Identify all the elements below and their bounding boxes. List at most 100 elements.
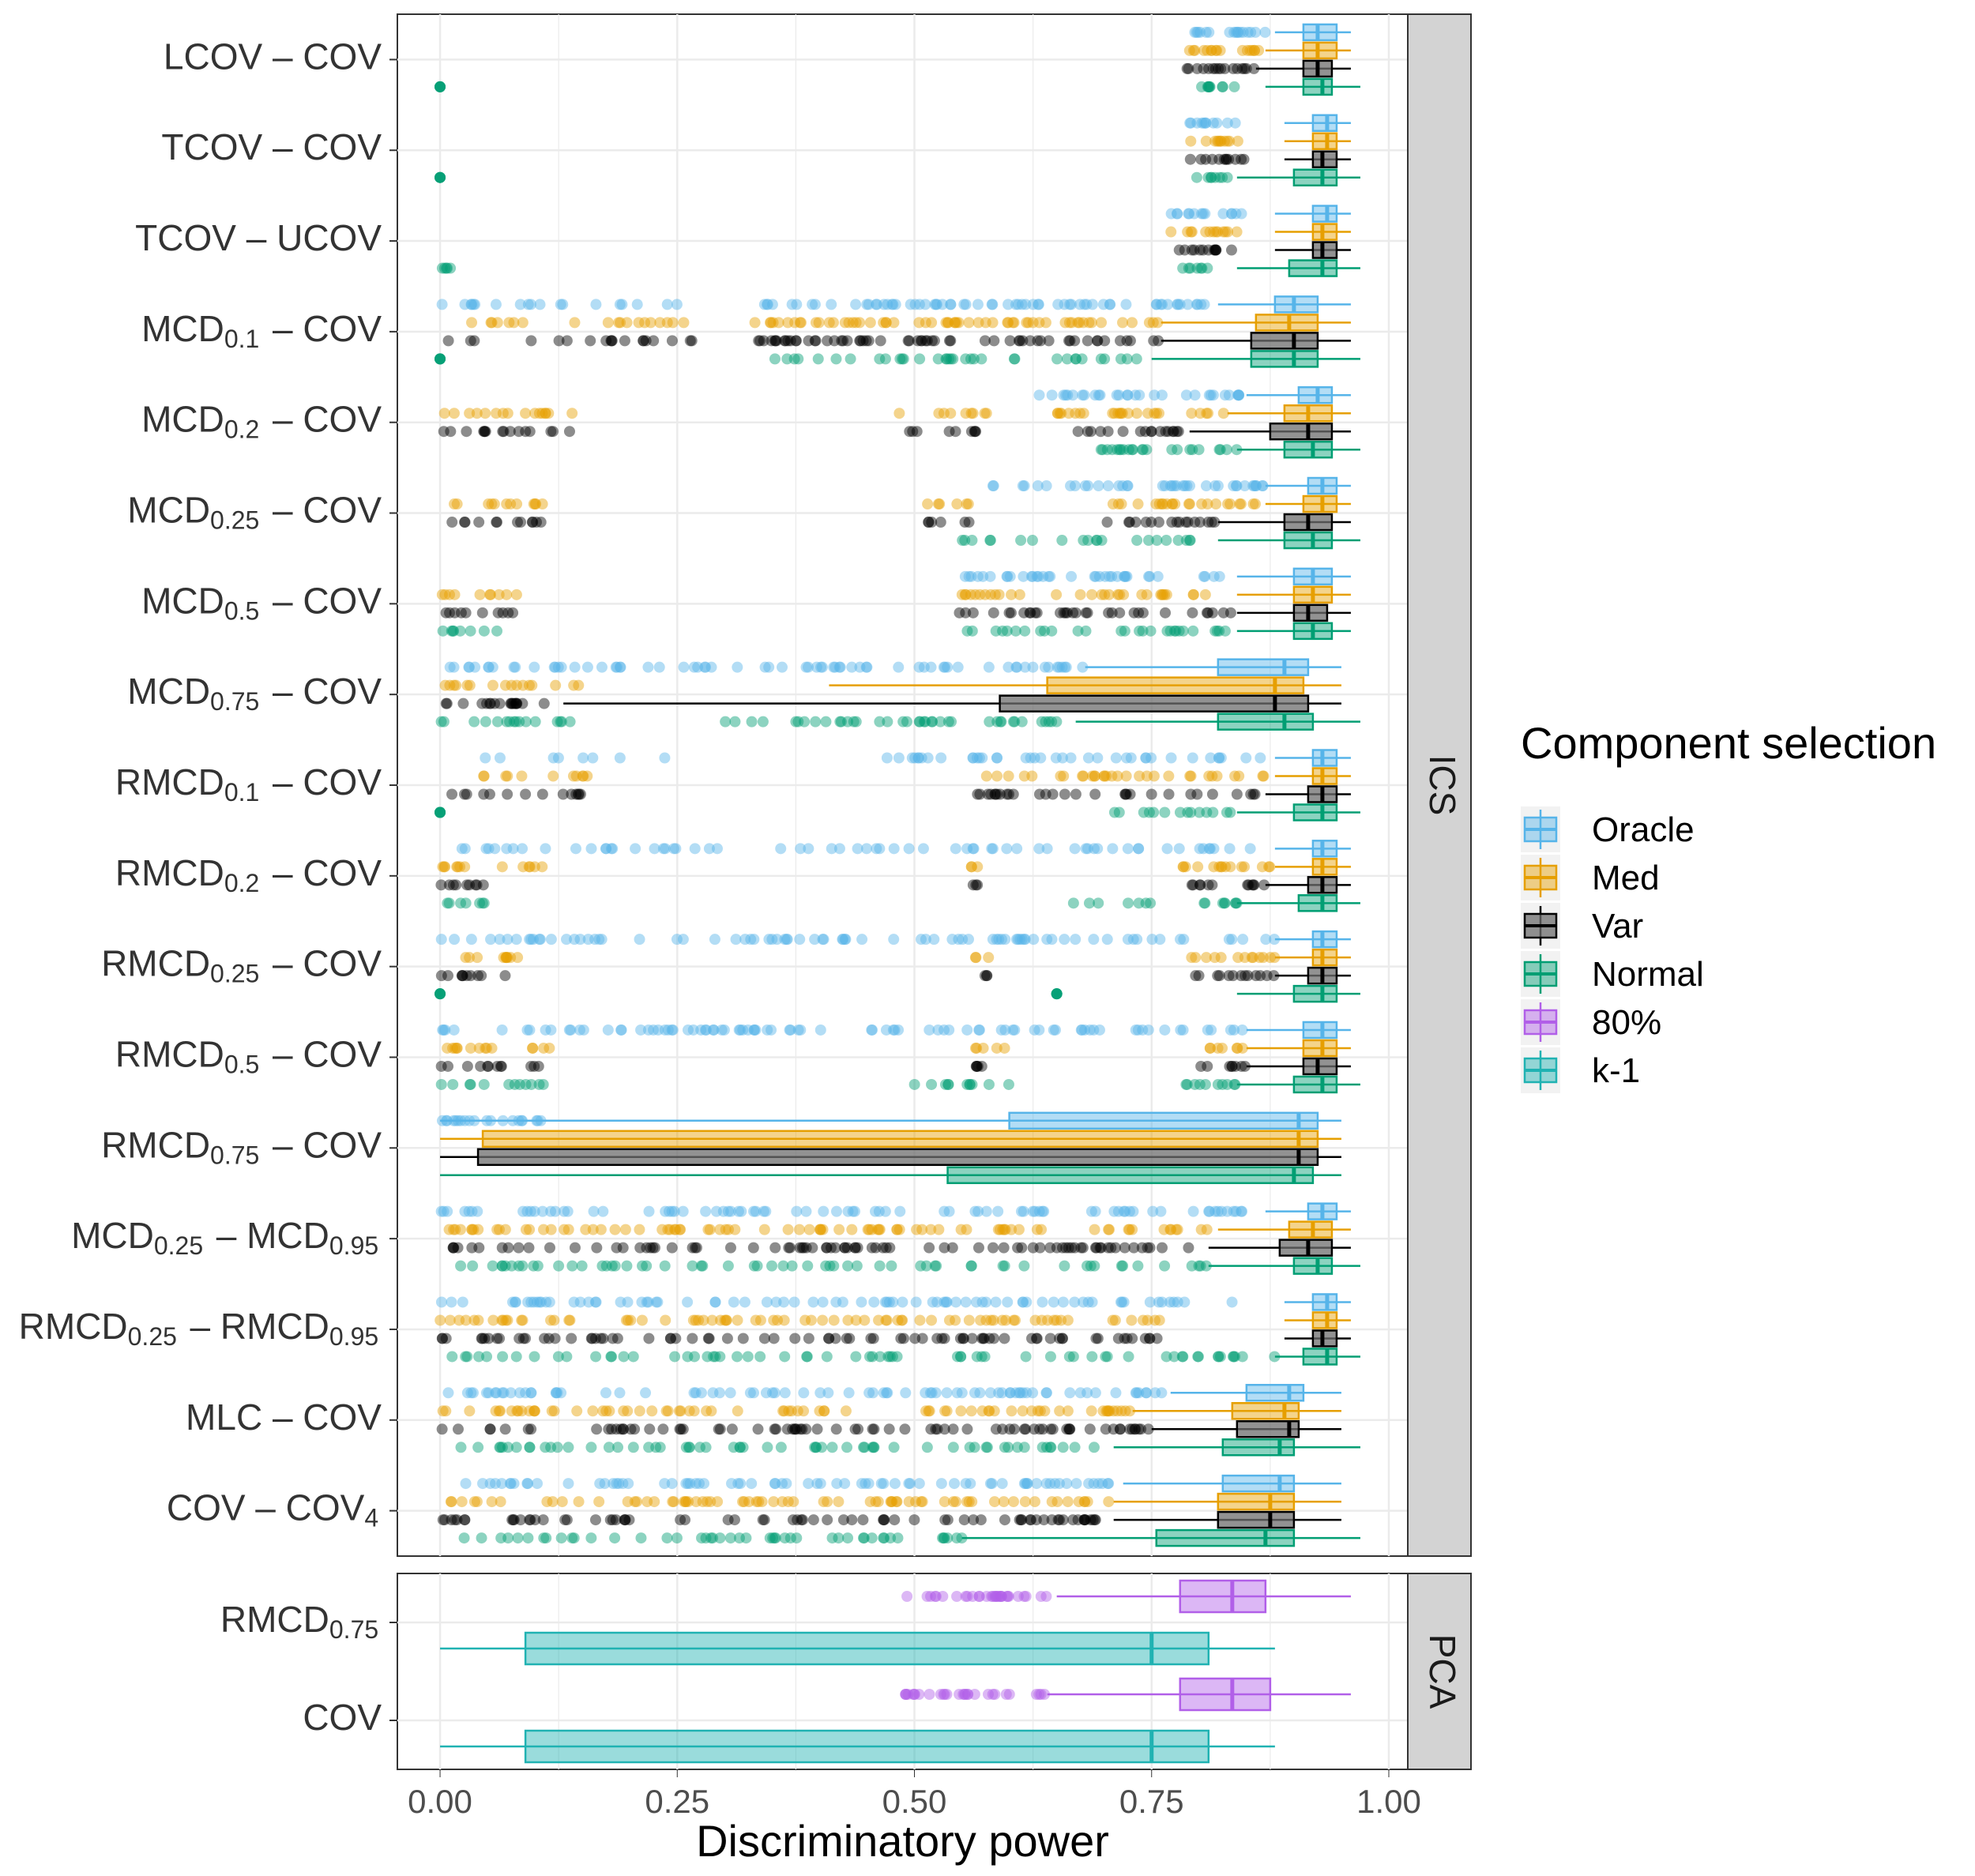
outlier-point [434,171,446,183]
outlier-point [791,1205,803,1217]
outlier-point [932,353,944,365]
outlier-point [1021,1478,1033,1490]
outlier-point [945,335,957,347]
outlier-point [561,1514,573,1526]
outlier-point [461,426,472,438]
outlier-point [1051,408,1063,419]
outlier-point [472,970,483,982]
outlier-point [860,661,872,673]
outlier-point [881,752,893,764]
outlier-point [841,1242,853,1254]
outlier-point [1217,607,1229,618]
box [1311,858,1338,876]
outlier-point [863,335,875,347]
outlier-point [1184,153,1196,165]
outlier-point [577,752,589,764]
box [1255,314,1319,332]
outlier-point [1064,1387,1076,1399]
outlier-point [1066,389,1078,401]
outlier-point [1206,44,1217,56]
outlier-point [841,1333,852,1344]
outlier-point [480,1042,492,1054]
outlier-point [485,317,497,329]
outlier-point [621,1260,633,1272]
outlier-point [829,335,841,347]
outlier-point [569,661,581,673]
outlier-point [788,1296,800,1308]
outlier-point [483,661,495,673]
outlier-point [935,716,946,727]
outlier-point [1088,1478,1100,1490]
outlier-point [495,1532,507,1544]
outlier-point [1183,262,1194,274]
outlier-point [1094,389,1106,401]
outlier-point [1082,535,1094,547]
outlier-point [517,317,529,329]
outlier-point [1036,1296,1048,1308]
outlier-point [1229,153,1241,165]
outlier-point [913,716,925,727]
outlier-point [705,1405,717,1417]
outlier-point [1168,480,1180,492]
category-label: TCOV – COV [161,126,382,167]
outlier-point [1000,1689,1012,1700]
outlier-point [547,770,559,782]
outlier-point [434,81,446,92]
outlier-point [1121,335,1133,347]
outlier-point [809,299,821,310]
outlier-point [1030,1333,1042,1344]
outlier-point [1162,299,1174,310]
outlier-point [434,81,446,92]
outlier-point [687,1333,698,1344]
outlier-point [1016,716,1028,727]
outlier-point [479,426,491,438]
outlier-point [1256,861,1268,873]
outlier-point [1070,408,1082,419]
outlier-point [1195,1224,1207,1235]
outlier-point [952,661,964,673]
outlier-point [1228,480,1240,492]
outlier-point [1056,1333,1068,1344]
outlier-point [502,788,514,800]
outlier-point [1172,535,1184,547]
outlier-point [1168,625,1180,637]
outlier-point [991,752,1003,764]
outlier-point [945,299,957,310]
outlier-point [1014,335,1026,347]
outlier-point [610,661,622,673]
outlier-point [517,1333,529,1344]
category-label: TCOV – UCOV [135,217,382,258]
outlier-point [468,1496,480,1508]
outlier-point [1074,408,1086,419]
box [1179,1677,1272,1712]
outlier-point [1011,661,1023,673]
outlier-point [540,1024,551,1036]
outlier-point [516,1314,528,1326]
outlier-point [434,171,446,183]
outlier-point [511,498,523,510]
outlier-point [1202,62,1214,74]
outlier-point [1132,498,1144,510]
outlier-point [1027,317,1039,329]
outlier-point [769,1242,781,1254]
outlier-point [1031,607,1043,618]
outlier-point [817,934,829,946]
outlier-point [1141,444,1153,456]
outlier-point [1183,535,1195,547]
outlier-point [1213,625,1225,637]
outlier-point [1129,1423,1141,1435]
box [946,1166,1315,1185]
outlier-point [1238,153,1250,165]
outlier-point [630,843,641,855]
outlier-point [1015,535,1027,547]
outlier-point [512,517,524,528]
outlier-point [1153,517,1164,528]
outlier-point [1016,934,1028,946]
outlier-point [1191,299,1203,310]
outlier-point [753,1496,765,1508]
outlier-point [520,426,532,438]
outlier-point [547,752,559,764]
outlier-point [997,625,1009,637]
outlier-point [1048,1296,1059,1308]
outlier-point [714,1314,726,1326]
